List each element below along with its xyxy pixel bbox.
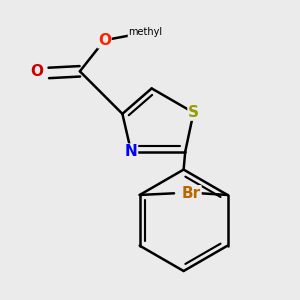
- Text: methyl: methyl: [128, 27, 162, 37]
- Text: O: O: [30, 64, 43, 80]
- Text: O: O: [98, 33, 111, 48]
- Text: N: N: [125, 144, 137, 159]
- Text: Br: Br: [182, 186, 201, 201]
- Text: S: S: [188, 105, 199, 120]
- Text: F: F: [190, 186, 200, 201]
